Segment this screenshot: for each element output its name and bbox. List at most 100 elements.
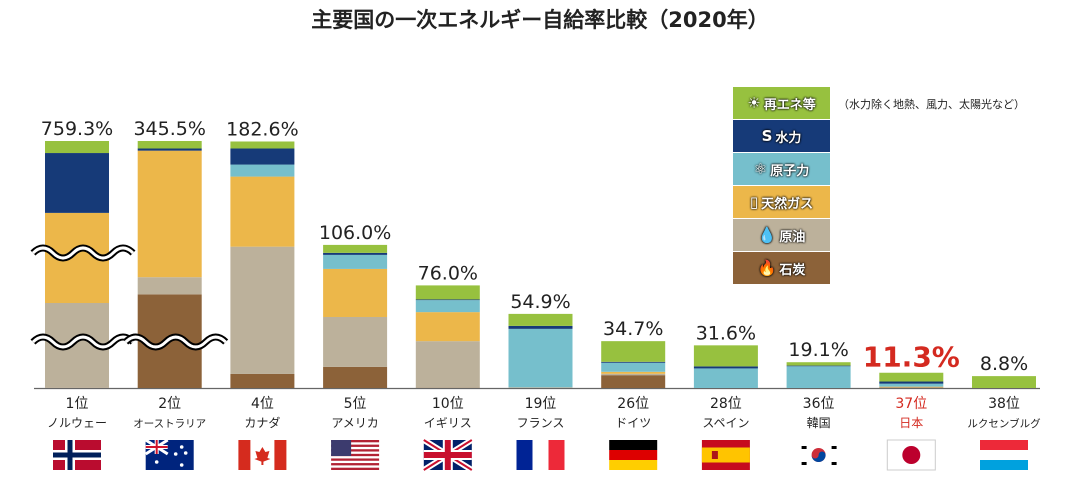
bar-segment-nuclear xyxy=(230,164,295,177)
bar-segment-hydro xyxy=(508,325,573,329)
legend-label: 水力 xyxy=(775,130,802,146)
flag-france-icon xyxy=(516,440,565,470)
flame-icon: 🔥 xyxy=(757,259,777,277)
bar-segment-renew xyxy=(137,141,202,149)
bar-segment-oil xyxy=(323,316,388,367)
flag-germany-icon xyxy=(609,440,658,470)
bar-segment-gas xyxy=(415,312,480,342)
rank-label: 1位 xyxy=(66,396,89,412)
bar-segment-gas xyxy=(879,386,944,388)
bar-segment-oil xyxy=(415,341,480,388)
rank-label: 5位 xyxy=(344,396,367,412)
data-label: 106.0% xyxy=(319,222,391,244)
data-label: 19.1% xyxy=(788,339,848,361)
legend-note: （水力除く地熱、風力、太陽光など） xyxy=(838,98,1025,111)
data-label: 54.9% xyxy=(510,291,570,313)
legend-label: 石炭 xyxy=(779,262,806,278)
legend-label: 原子力 xyxy=(770,163,810,179)
country-label: 韓国 xyxy=(807,416,831,430)
bar-segment-nuclear xyxy=(508,328,573,388)
country-label: アメリカ xyxy=(331,416,378,430)
country-label: オーストラリア xyxy=(133,418,206,430)
country-label: 日本 xyxy=(899,416,923,430)
country-label: カナダ xyxy=(244,415,280,430)
rank-label: 26位 xyxy=(617,396,649,412)
rank-label: 4位 xyxy=(251,396,274,412)
legend-item-coal: 🔥 石炭 xyxy=(733,252,830,284)
rank-label: 19位 xyxy=(525,396,557,412)
bar-segment-renew xyxy=(508,313,573,326)
bar-segment-renew xyxy=(786,362,851,366)
data-label: 182.6% xyxy=(226,118,298,140)
bar-segment-hydro xyxy=(415,299,480,301)
flag-usa-icon xyxy=(331,440,380,470)
bar-segment-renew xyxy=(972,376,1036,388)
atom-icon: ⚛ xyxy=(753,160,768,178)
bar-segment-hydro xyxy=(693,366,758,369)
data-label: 11.3% xyxy=(863,341,960,374)
country-label: イギリス xyxy=(424,416,472,430)
legend-label: 天然ガス xyxy=(761,196,814,212)
country-label: ルクセンブルグ xyxy=(967,417,1041,430)
bar-segment-coal xyxy=(601,375,666,388)
bar-segment-renew xyxy=(323,244,388,253)
bar-segment-hydro xyxy=(137,148,202,151)
bar-segment-hydro xyxy=(323,252,388,255)
bar-segment-nuclear xyxy=(415,300,480,313)
bar-segment-renew xyxy=(415,285,480,300)
rank-label: 36位 xyxy=(803,396,835,412)
bar-segment-nuclear xyxy=(693,368,758,388)
bar-segment-oil xyxy=(508,387,573,388)
bar-segment-renew xyxy=(230,141,295,149)
bar-segment-nuclear xyxy=(601,362,666,372)
rank-label: 10位 xyxy=(432,396,464,412)
bar-segment-renew xyxy=(693,345,758,367)
flag-korea-icon xyxy=(794,440,843,470)
flag-australia-icon xyxy=(144,438,194,470)
country-label: スペイン xyxy=(702,416,749,430)
bar-segment-hydro xyxy=(879,381,944,384)
bar-segment-oil xyxy=(601,373,666,376)
bar-segment-renew xyxy=(601,341,666,362)
water-wave-icon: S xyxy=(761,127,773,145)
legend-item-hydro: S 水力 xyxy=(733,120,830,152)
legend: ☀ 再エネ等 S 水力 ⚛ 原子力 ▯ 天然ガス 💧 原油 🔥 石炭 xyxy=(733,87,830,285)
bar-segment-gas xyxy=(230,176,295,247)
bar-segment-hydro xyxy=(45,153,109,213)
legend-label: 再エネ等 xyxy=(763,97,816,113)
flag-norway-icon xyxy=(53,440,101,470)
bar-segment-hydro xyxy=(786,365,851,367)
flag-canada-icon xyxy=(238,440,287,470)
bar-segment-nuclear xyxy=(786,366,851,388)
data-label: 31.6% xyxy=(696,322,756,344)
rank-label: 28位 xyxy=(710,396,742,412)
bar-segment-renew xyxy=(45,141,109,154)
rank-label: 37位 xyxy=(895,396,927,412)
data-label: 759.3% xyxy=(41,118,113,140)
legend-item-gas: ▯ 天然ガス xyxy=(733,186,830,218)
rank-label: 2位 xyxy=(158,396,181,412)
country-label: ドイツ xyxy=(615,416,651,430)
bar-segment-oil xyxy=(230,246,295,374)
data-label: 345.5% xyxy=(133,118,205,140)
country-label: フランス xyxy=(517,416,565,430)
bar-segment-renew xyxy=(879,372,944,382)
rank-label: 38位 xyxy=(988,396,1020,412)
bar-segment-nuclear xyxy=(879,383,944,387)
legend-label: 原油 xyxy=(779,229,806,245)
sun-icon: ☀ xyxy=(747,94,761,112)
legend-item-nuclear: ⚛ 原子力 xyxy=(733,153,830,185)
legend-item-oil: 💧 原油 xyxy=(733,219,830,251)
bar-segment-nuclear xyxy=(323,254,388,269)
data-label: 34.7% xyxy=(603,318,663,340)
